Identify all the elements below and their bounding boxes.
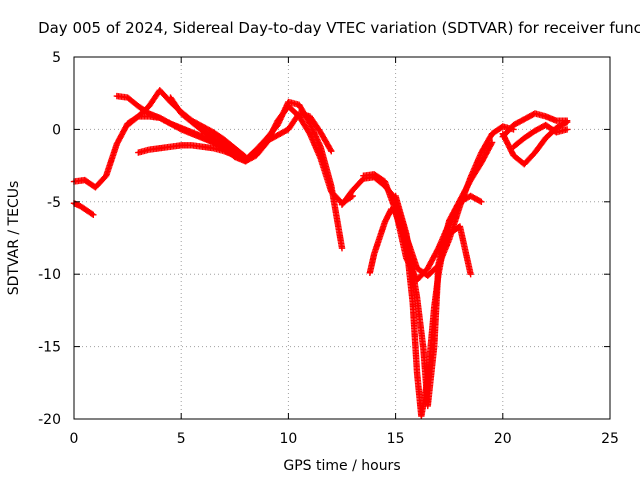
x-tick-label: 25 bbox=[601, 431, 619, 447]
data-point bbox=[90, 211, 97, 219]
data-point bbox=[478, 198, 485, 205]
series-track-n bbox=[499, 110, 571, 140]
x-tick-label: 20 bbox=[494, 431, 512, 447]
y-tick-label: -15 bbox=[38, 340, 61, 356]
data-point bbox=[488, 139, 496, 146]
x-tick-label: 0 bbox=[70, 431, 79, 447]
chart-title: Day 005 of 2024, Sidereal Day-to-day VTE… bbox=[38, 19, 640, 37]
series-track-e bbox=[135, 142, 249, 164]
series-track-h bbox=[253, 110, 335, 156]
series-track-f bbox=[242, 103, 356, 207]
y-tick-label: -5 bbox=[47, 195, 61, 211]
data-point bbox=[563, 126, 571, 133]
y-tick-label: -20 bbox=[38, 412, 61, 428]
plot-frame bbox=[73, 56, 611, 420]
data-point bbox=[488, 140, 495, 147]
data-point bbox=[563, 117, 571, 124]
series-track-l bbox=[392, 139, 496, 410]
data-point bbox=[88, 210, 96, 218]
y-tick-label: 0 bbox=[52, 122, 61, 138]
x-tick-label: 5 bbox=[177, 431, 186, 447]
data-points bbox=[70, 87, 571, 420]
data-point bbox=[328, 147, 335, 155]
data-point bbox=[476, 197, 484, 205]
grid-lines bbox=[74, 57, 610, 419]
y-tick-label: 5 bbox=[52, 50, 61, 66]
series-track-o bbox=[510, 121, 571, 150]
data-point bbox=[327, 146, 334, 153]
series-track-p bbox=[70, 200, 97, 219]
x-tick-label: 10 bbox=[279, 431, 297, 447]
x-tick-label: 15 bbox=[387, 431, 405, 447]
series-track-g bbox=[242, 98, 346, 252]
data-point bbox=[467, 271, 474, 278]
data-point bbox=[338, 244, 346, 252]
x-axis-label: GPS time / hours bbox=[283, 458, 400, 474]
y-axis-label: SDTVAR / TECUs bbox=[6, 181, 22, 296]
y-tick-label: -10 bbox=[38, 267, 61, 283]
axis-ticks: 0 5 10 15 20 25 -20 -15 -10 -5 0 5 bbox=[38, 50, 619, 447]
series-track-d bbox=[167, 94, 249, 165]
